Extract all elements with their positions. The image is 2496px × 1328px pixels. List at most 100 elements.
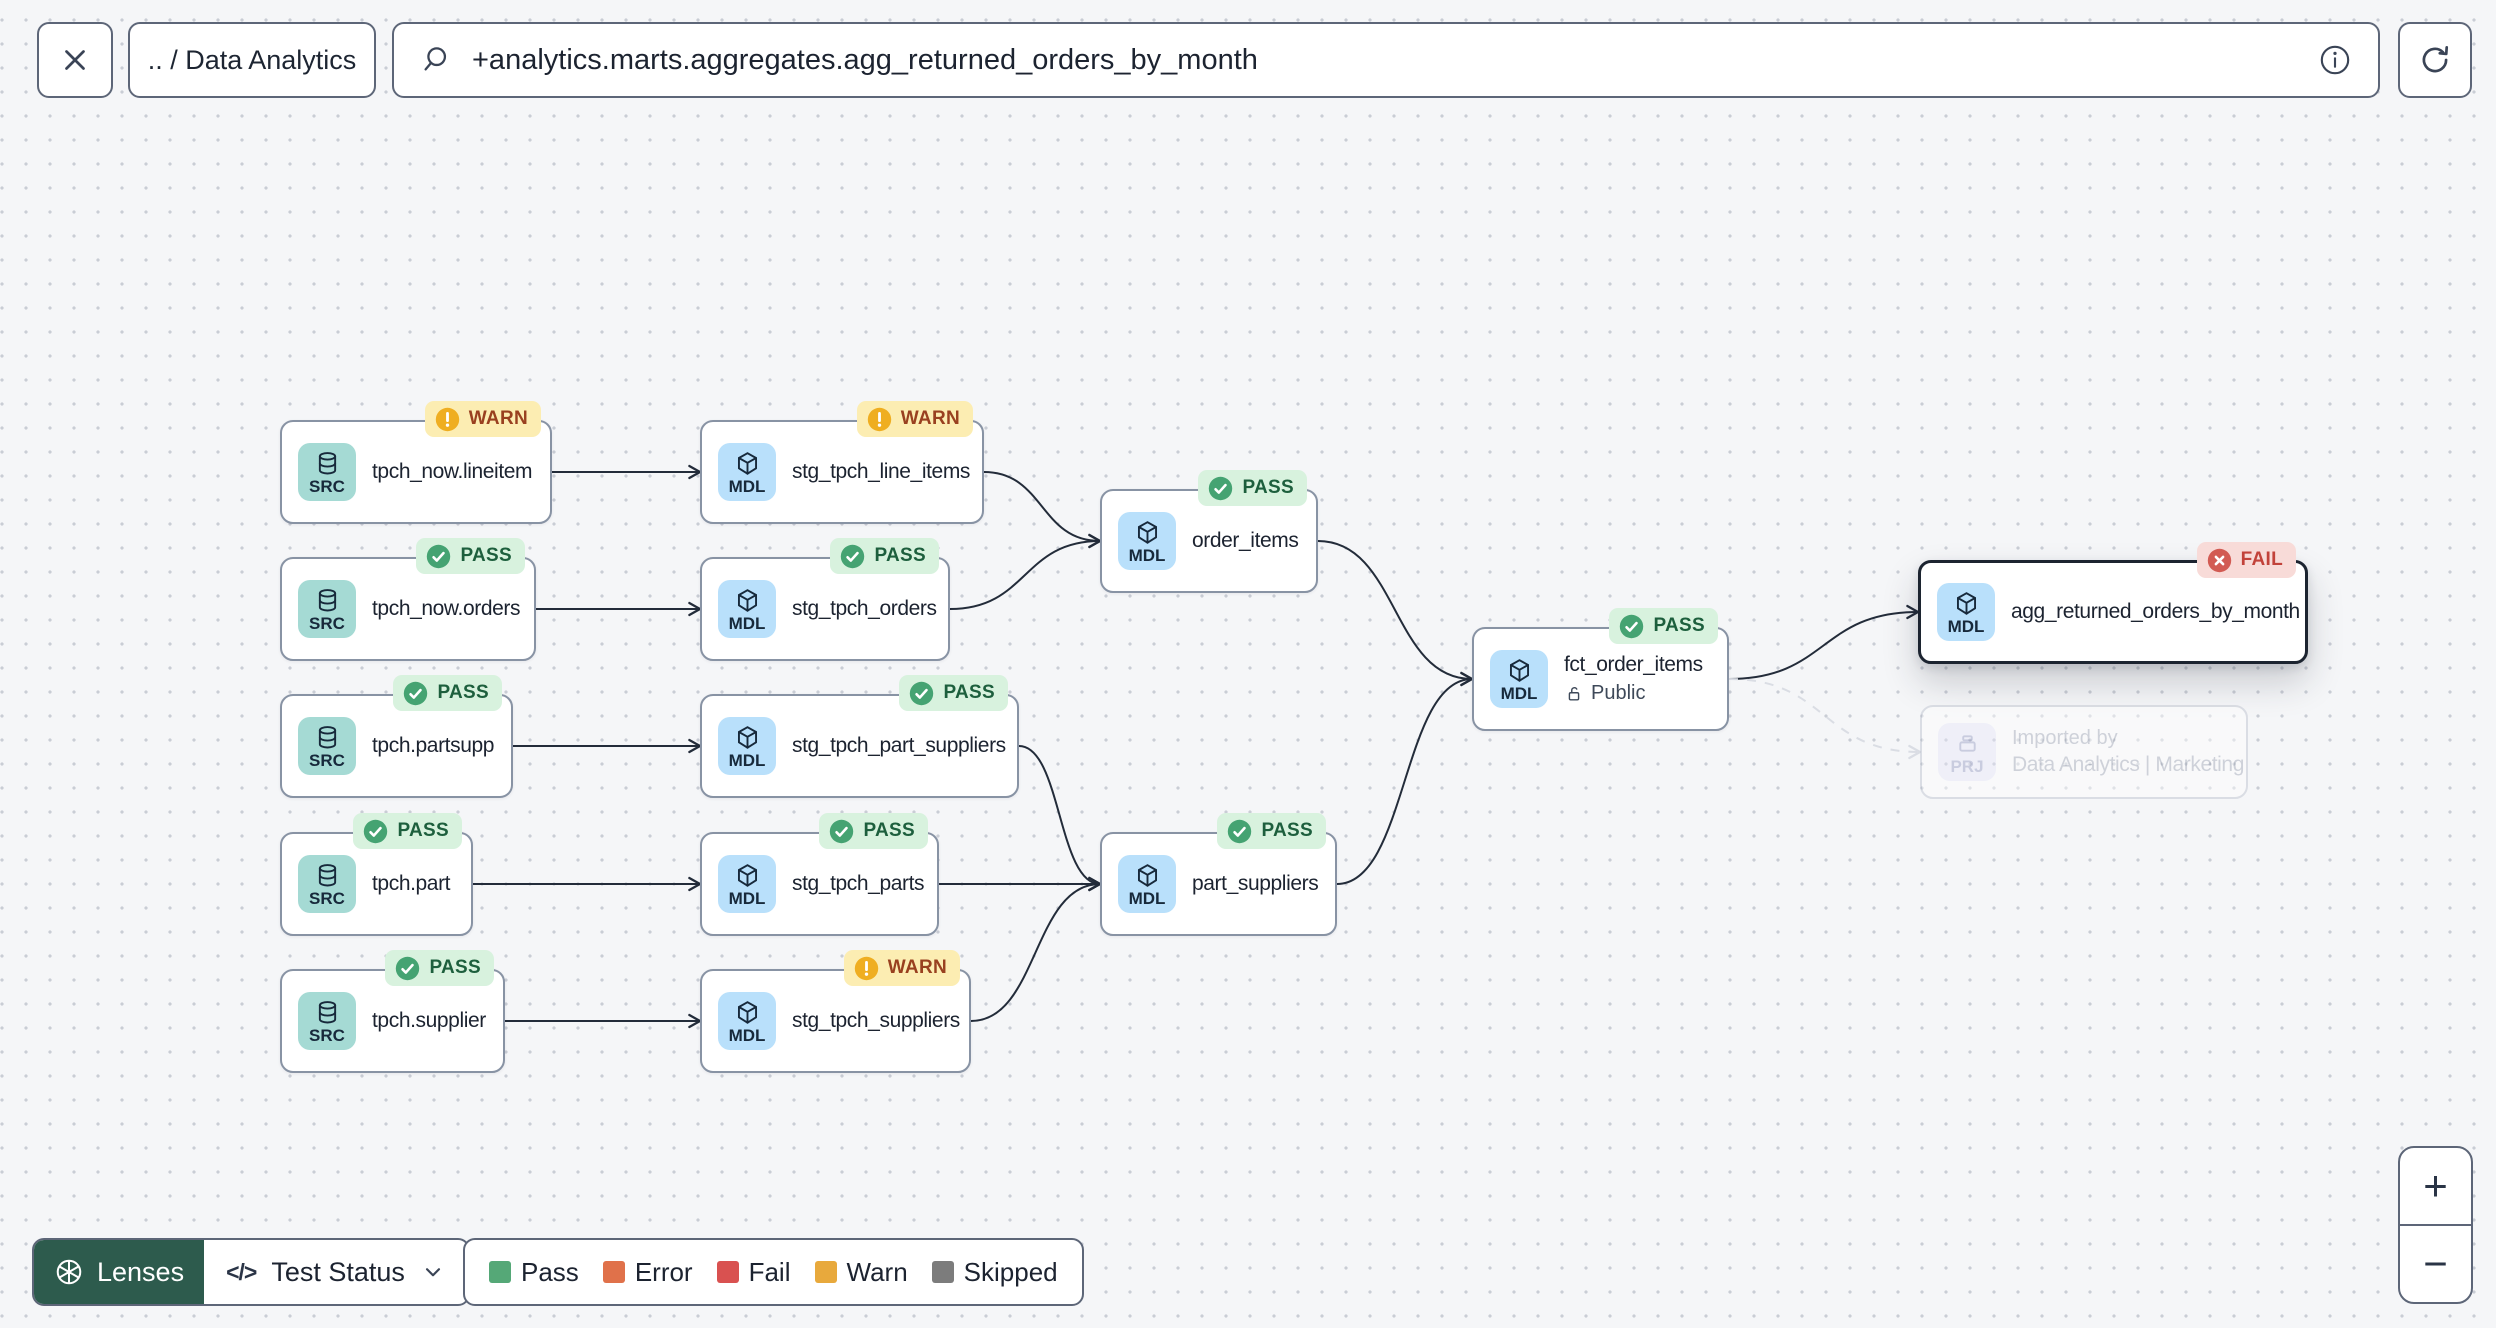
refresh-button[interactable] <box>2398 22 2472 98</box>
status-badge: PASS <box>899 675 1008 711</box>
node-text: stg_tpch_orders <box>792 597 937 621</box>
project-icon <box>1954 730 1981 757</box>
lineage-edge <box>1317 540 1474 687</box>
status-badge-label: PASS <box>1653 615 1705 636</box>
node-kind-label: SRC <box>309 888 345 908</box>
node-label: agg_returned_orders_by_month <box>2011 600 2300 623</box>
node-label: stg_tpch_parts <box>792 872 925 895</box>
node-kind-tile: MDL <box>718 443 776 501</box>
node-label: tpch.partsupp <box>372 734 495 757</box>
lineage-node-fct_order_items[interactable]: PASS MDL fct_order_items Public <box>1472 608 1729 731</box>
legend-item: Pass <box>489 1257 579 1288</box>
node-kind-label: MDL <box>728 750 766 770</box>
legend-item: Error <box>602 1257 693 1288</box>
lineage-node-stg_tpch_orders[interactable]: PASS MDL stg_tpch_orders <box>700 538 950 661</box>
lock-open-icon <box>1564 684 1584 704</box>
zoom-controls: + − <box>2398 1146 2473 1304</box>
node-text: tpch.part <box>372 872 451 896</box>
lineage-node-tpch_now_orders[interactable]: PASS SRC tpch_now.orders <box>280 538 536 661</box>
node-kind-label: SRC <box>309 613 345 633</box>
node-label: tpch_now.lineitem <box>372 460 533 483</box>
lineage-node-tpch_supplier[interactable]: PASS SRC tpch.supplier <box>280 950 505 1073</box>
search-bar[interactable] <box>392 22 2380 98</box>
node-label: stg_tpch_line_items <box>792 460 971 483</box>
lineage-node-stg_tpch_part_suppliers[interactable]: PASS MDL stg_tpch_part_suppliers <box>700 675 1019 798</box>
cube-icon <box>734 999 761 1026</box>
cube-icon <box>1134 862 1161 889</box>
node-kind-tile: MDL <box>1937 583 1995 641</box>
lenses-button[interactable]: Lenses <box>34 1240 205 1304</box>
lineage-node-tpch_partsupp[interactable]: PASS SRC tpch.partsupp <box>280 675 513 798</box>
node-text: fct_order_items Public <box>1564 653 1703 705</box>
check-circle-icon <box>1226 818 1253 845</box>
breadcrumb[interactable]: .. / Data Analytics <box>128 22 376 98</box>
lineage-node-agg_returned_orders_by_month[interactable]: FAIL MDL agg_returned_orders_by_month <box>1918 542 2308 664</box>
node-text: tpch_now.orders <box>372 597 521 621</box>
check-circle-icon <box>839 543 866 570</box>
close-button[interactable] <box>37 22 113 98</box>
status-badge: PASS <box>819 813 928 849</box>
cube-icon <box>734 587 761 614</box>
legend-swatch <box>489 1261 511 1283</box>
warn-circle-icon <box>853 955 880 982</box>
search-input[interactable] <box>472 43 2298 77</box>
lineage-edge <box>1728 678 1922 760</box>
node-kind-label: MDL <box>1500 683 1538 703</box>
info-icon[interactable] <box>2318 43 2352 77</box>
node-text: order_items <box>1192 529 1299 553</box>
status-badge: PASS <box>393 675 502 711</box>
node-label: tpch.supplier <box>372 1009 486 1032</box>
status-badge: PASS <box>353 813 462 849</box>
status-badge: PASS <box>1217 813 1326 849</box>
lineage-edge <box>1728 604 1920 680</box>
status-badge: PASS <box>830 538 939 574</box>
legend-item: Warn <box>814 1257 908 1288</box>
status-badge: WARN <box>843 950 960 986</box>
lineage-edge <box>983 471 1102 549</box>
node-kind-tile: SRC <box>298 443 356 501</box>
cube-icon <box>1953 590 1980 617</box>
node-text: part_suppliers <box>1192 872 1319 896</box>
lineage-node-part_suppliers[interactable]: PASS MDL part_suppliers <box>1100 813 1337 936</box>
check-circle-icon <box>362 818 389 845</box>
lineage-node-stg_tpch_parts[interactable]: PASS MDL stg_tpch_parts <box>700 813 939 936</box>
lineage-node-tpch_now_lineitem[interactable]: WARN SRC tpch_now.lineitem <box>280 401 552 524</box>
lineage-node-tpch_part[interactable]: PASS SRC tpch.part <box>280 813 473 936</box>
node-text: stg_tpch_parts <box>792 872 925 896</box>
legend-swatch <box>814 1261 837 1283</box>
status-badge: PASS <box>416 538 525 574</box>
test-status-dropdown[interactable]: </> Test Status <box>204 1240 468 1304</box>
node-text: Imported by Data Analytics | Marketing <box>2012 727 2244 777</box>
legend-label: Skipped <box>963 1256 1058 1287</box>
check-circle-icon <box>1618 613 1645 640</box>
database-icon <box>314 450 341 477</box>
status-badge-label: PASS <box>1242 477 1294 498</box>
database-icon <box>314 862 341 889</box>
status-badge-label: PASS <box>460 545 512 566</box>
node-kind-tile: MDL <box>1118 512 1176 570</box>
status-badge-label: PASS <box>874 545 926 566</box>
legend-swatch <box>931 1261 954 1283</box>
node-label: Data Analytics | Marketing <box>2012 753 2244 776</box>
check-circle-icon <box>1207 475 1234 502</box>
lineage-node-order_items[interactable]: PASS MDL order_items <box>1100 470 1318 593</box>
node-kind-tile: SRC <box>298 992 356 1050</box>
zoom-out-button[interactable]: − <box>2400 1224 2471 1302</box>
zoom-in-button[interactable]: + <box>2423 1162 2448 1209</box>
lineage-node-imported_by_project[interactable]: PRJ Imported by Data Analytics | Marketi… <box>1920 705 2248 799</box>
warn-circle-icon <box>434 406 461 433</box>
node-kind-label: MDL <box>728 476 766 496</box>
lineage-edge <box>949 533 1102 610</box>
node-kind-label: MDL <box>728 888 766 908</box>
node-kind-label: PRJ <box>1950 756 1984 776</box>
refresh-icon <box>2417 42 2453 78</box>
status-badge: WARN <box>856 401 973 437</box>
lineage-node-stg_tpch_line_items[interactable]: WARN MDL stg_tpch_line_items <box>700 401 984 524</box>
aperture-icon <box>54 1257 84 1287</box>
lineage-node-stg_tpch_suppliers[interactable]: WARN MDL stg_tpch_suppliers <box>700 950 971 1073</box>
legend-swatch <box>602 1261 625 1283</box>
test-status-legend: Pass Error Fail Warn Skipped <box>463 1238 1084 1306</box>
node-kind-label: SRC <box>309 750 345 770</box>
lens-selector-label: Test Status <box>271 1256 405 1287</box>
